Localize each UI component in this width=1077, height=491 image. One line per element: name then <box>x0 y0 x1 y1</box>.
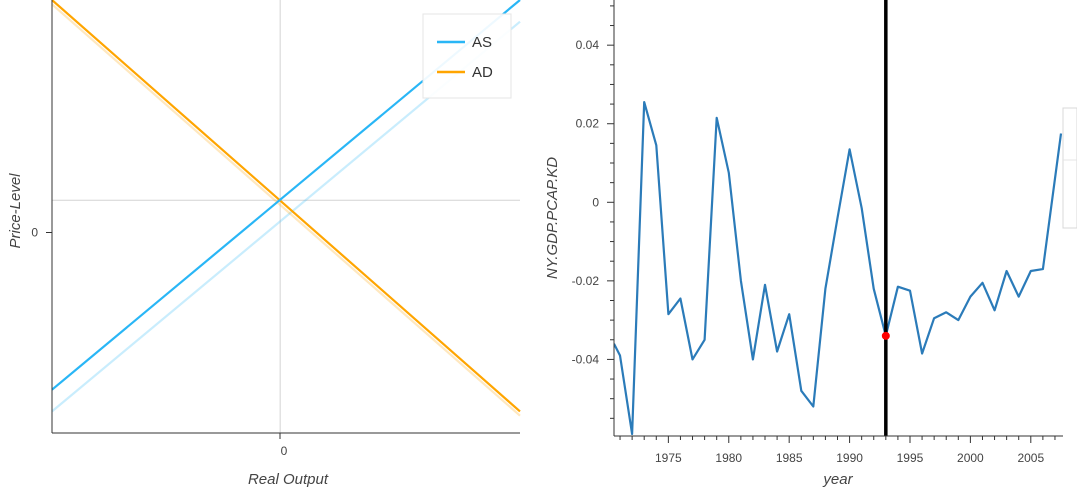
x-tick-label: 2005 <box>1017 451 1044 465</box>
y-tick-label: -0.04 <box>572 352 600 366</box>
edge-widget <box>1062 107 1077 229</box>
x-tick-label: 1990 <box>836 451 863 465</box>
x-tick-label: 1985 <box>776 451 803 465</box>
x-tick-label: 1995 <box>897 451 924 465</box>
y-tick-label: 0.04 <box>576 38 600 52</box>
x-tick-label: 1975 <box>655 451 682 465</box>
right-series <box>614 0 1063 436</box>
left-axes <box>51 0 520 434</box>
x-axis-label: year <box>822 471 853 488</box>
right-axes <box>613 0 1063 437</box>
x-axis-label: Real Output <box>248 471 329 488</box>
y-tick-label: 0 <box>592 195 599 209</box>
legend-label-as: AS <box>472 34 492 51</box>
x-tick-label: 1980 <box>715 451 742 465</box>
left-ticks: 00 <box>31 226 287 459</box>
legend-box <box>422 13 512 99</box>
y-tick-label: -0.02 <box>572 274 600 288</box>
x-tick-label: 0 <box>281 444 288 458</box>
ad-line <box>51 0 521 413</box>
legend: AS AD <box>422 13 512 99</box>
legend-label-ad: AD <box>472 64 493 81</box>
selected-point <box>881 331 890 340</box>
faint-line-3 <box>51 3 521 417</box>
right-ticks: 1975 1980 1985 1990 1995 2000 2005 0.04 0.02 0 -0.… <box>572 5 1056 465</box>
gdp-growth-chart: 1975 1980 1985 1990 1995 2000 2005 0.04 0.02 0 -0.… <box>544 0 1063 488</box>
y-tick-label: 0 <box>31 226 38 240</box>
left-grid <box>52 0 520 433</box>
x-tick-label: 2000 <box>957 451 984 465</box>
y-axis-label: NY.GDP.PCAP.KD <box>544 157 561 279</box>
y-axis-label: Price-Level <box>7 173 24 249</box>
y-tick-label: 0.02 <box>576 117 600 131</box>
gdp-growth-line <box>614 100 1063 436</box>
